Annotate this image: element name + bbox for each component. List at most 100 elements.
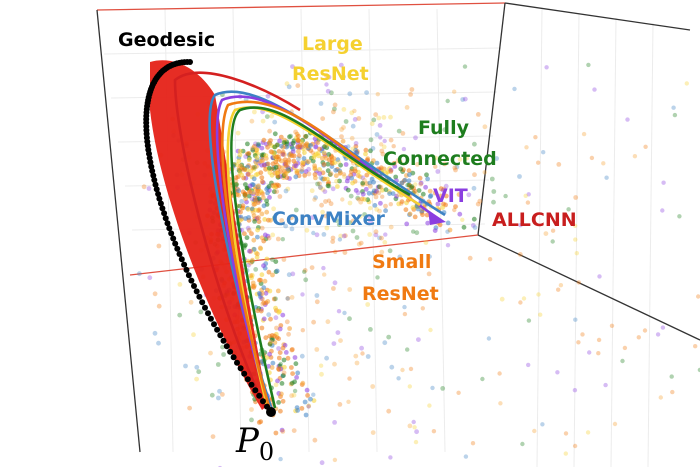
scatter-point	[322, 272, 327, 277]
scatter-point	[293, 207, 299, 213]
scatter-point	[308, 396, 313, 402]
scatter-point	[302, 268, 308, 273]
scatter-point	[253, 267, 259, 272]
scatter-point	[377, 235, 382, 241]
scatter-point	[251, 237, 257, 243]
scatter-point	[625, 117, 630, 122]
scatter-point	[323, 155, 329, 161]
scatter-point	[350, 180, 355, 186]
scatter-point	[317, 167, 322, 172]
scatter-point	[302, 399, 308, 405]
scatter-point	[592, 87, 597, 92]
geodesic-point	[166, 225, 173, 232]
scatter-point	[573, 237, 578, 242]
scatter-point	[300, 380, 306, 386]
scatter-point	[260, 191, 266, 197]
scatter-point	[520, 441, 525, 447]
geodesic-point	[157, 200, 164, 207]
scatter-point	[267, 288, 273, 294]
scatter-point	[573, 195, 579, 200]
scatter-point	[399, 199, 405, 205]
scatter-point	[368, 220, 373, 225]
scatter-point	[521, 296, 527, 301]
scatter-point	[382, 340, 388, 346]
geodesic-point	[185, 272, 192, 279]
scatter-point	[572, 388, 578, 393]
scatter-point	[273, 430, 279, 436]
scatter-point	[696, 294, 700, 299]
scatter-point	[661, 180, 666, 185]
scatter-point	[341, 125, 346, 130]
scatter-point	[250, 257, 255, 263]
scatter-point	[289, 393, 294, 399]
scatter-point	[266, 235, 272, 241]
scatter-point	[368, 137, 374, 143]
scatter-point	[423, 184, 428, 190]
scatter-point	[304, 227, 310, 233]
scatter-point	[249, 407, 254, 412]
scatter-point	[356, 173, 361, 179]
scatter-point	[325, 212, 331, 218]
scatter-point	[348, 193, 354, 199]
scatter-point	[697, 367, 700, 373]
scatter-point	[364, 90, 369, 95]
scatter-point	[443, 183, 449, 189]
scatter-point	[209, 392, 215, 398]
scatter-point	[672, 112, 678, 118]
scatter-point	[337, 237, 343, 242]
scatter-point	[441, 186, 447, 192]
scatter-point	[445, 243, 451, 248]
scatter-point	[325, 88, 331, 94]
scatter-point	[482, 170, 487, 175]
scatter-point	[353, 144, 359, 149]
label-p0: P0	[235, 421, 274, 466]
scatter-point	[271, 166, 277, 172]
scatter-point	[279, 391, 284, 397]
scatter-point	[383, 232, 388, 237]
scatter-point	[397, 159, 403, 165]
scatter-point	[341, 233, 347, 239]
scatter-point	[379, 249, 385, 255]
scatter-point	[563, 431, 569, 436]
scatter-point	[374, 207, 380, 212]
scatter-point	[427, 403, 432, 408]
scatter-point	[427, 194, 433, 199]
scatter-point	[386, 334, 392, 340]
scatter-point	[350, 146, 356, 152]
scatter-point	[304, 387, 310, 393]
scatter-point	[342, 174, 347, 180]
scatter-point	[463, 454, 469, 459]
scatter-point	[407, 211, 413, 217]
scatter-point	[286, 331, 291, 337]
scatter-point	[470, 223, 476, 228]
scatter-point	[245, 206, 251, 212]
scatter-point	[252, 144, 257, 149]
geodesic-point	[227, 348, 234, 355]
scatter-point	[643, 144, 648, 149]
scatter-point	[264, 198, 269, 204]
scatter-point	[264, 114, 270, 119]
scatter-point	[293, 129, 298, 135]
scatter-point	[457, 157, 463, 162]
geodesic-point	[164, 220, 171, 227]
scatter-point	[286, 84, 292, 90]
scatter-point	[330, 239, 336, 245]
scatter-point	[246, 157, 252, 163]
scatter-point	[318, 175, 324, 181]
scatter-point	[152, 291, 158, 297]
scatter-point	[285, 166, 291, 172]
scatter-point	[396, 192, 401, 198]
scatter-point	[418, 180, 424, 186]
scatter-point	[470, 441, 476, 446]
scatter-point	[274, 268, 280, 274]
scatter-point	[267, 128, 272, 134]
scatter-point	[396, 376, 401, 381]
scatter-point	[283, 160, 289, 165]
scatter-point	[255, 227, 260, 233]
scatter-point	[400, 131, 406, 136]
scatter-point	[367, 232, 373, 237]
scatter-point	[335, 330, 341, 335]
scatter-point	[292, 355, 298, 360]
scatter-point	[319, 156, 325, 161]
